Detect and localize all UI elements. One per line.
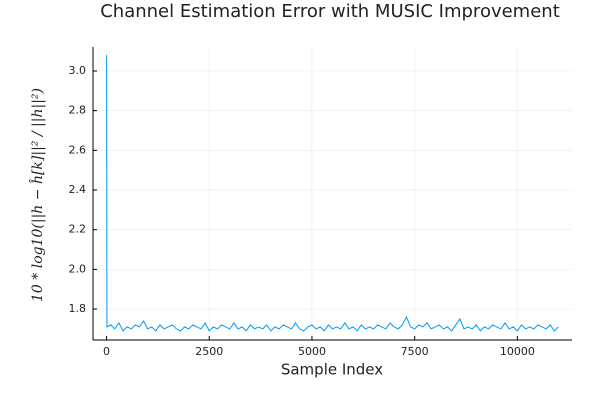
y-tick-label: 3.0 [69,64,87,77]
x-axis-label: Sample Index [281,361,383,379]
x-tick-label: 7500 [401,345,429,358]
y-tick-label: 2.4 [69,183,87,196]
x-tick-label: 0 [103,345,110,358]
y-tick-label: 2.2 [69,223,87,236]
x-tick-label: 5000 [298,345,326,358]
y-tick-label: 2.8 [69,104,87,117]
data-line [106,55,559,332]
chart-title: Channel Estimation Error with MUSIC Impr… [100,1,560,22]
x-tick-label: 10000 [500,345,535,358]
y-tick-label: 2.0 [69,262,87,275]
y-tick-label: 1.8 [69,302,87,315]
y-axis-label: 10 * log10(||h − ĥ[k]||² / ||h||²) [28,88,46,302]
x-tick-label: 2500 [195,345,223,358]
y-tick-label: 2.6 [69,143,87,156]
